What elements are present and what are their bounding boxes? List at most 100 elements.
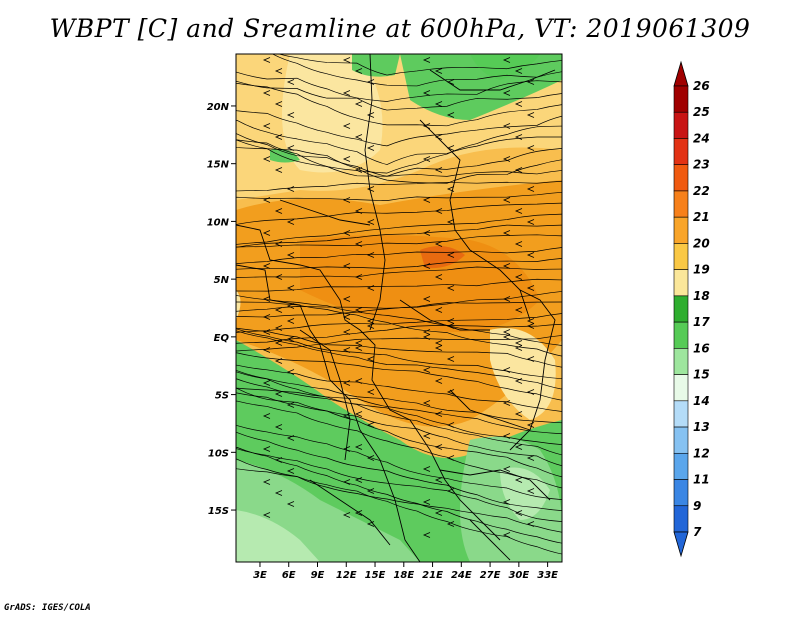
- streamline: [236, 392, 562, 467]
- streamline-arrow: [262, 329, 271, 335]
- streamline: [236, 327, 562, 368]
- streamline-arrow: [366, 521, 375, 527]
- streamline-arrow: [286, 79, 295, 85]
- streamline-arrow: [446, 521, 455, 527]
- streamline-arrow: [354, 411, 363, 417]
- streamline-arrow: [354, 68, 363, 74]
- streamline-arrow: [422, 329, 431, 335]
- streamline-arrow: [526, 112, 535, 118]
- colorbar-label: 13: [693, 420, 710, 434]
- streamline-arrow: [274, 325, 283, 331]
- streamline-arrow: [434, 241, 443, 247]
- colorbar-swatch: [673, 374, 689, 402]
- lon-tick-label: 6E: [282, 570, 296, 581]
- streamline-arrow: [366, 422, 375, 428]
- streamline-arrow: [274, 274, 283, 280]
- streamline-arrow: [526, 455, 535, 461]
- colorbar-label: 24: [693, 131, 710, 145]
- streamline-arrow: [286, 285, 295, 291]
- streamline: [236, 448, 562, 522]
- lon-tick-label: 18E: [393, 570, 414, 581]
- colorbar-swatch: [673, 321, 689, 349]
- streamline: [236, 291, 562, 312]
- streamline: [236, 224, 562, 248]
- streamline-arrow: [446, 323, 455, 329]
- streamline-arrow: [286, 318, 295, 324]
- streamline-arrow: [262, 380, 271, 386]
- streamline: [271, 54, 562, 87]
- streamline-arrow: [262, 413, 271, 419]
- streamline-arrow: [526, 318, 535, 324]
- colorbar-max-arrow: [673, 60, 689, 87]
- colorbar-label: 11: [693, 473, 710, 487]
- streamline-arrow: [342, 347, 351, 353]
- streamline-arrow: [446, 285, 455, 291]
- streamline-arrow: [342, 296, 351, 302]
- streamline-arrow: [514, 241, 523, 247]
- streamline: [236, 71, 562, 102]
- streamline-arrow: [514, 208, 523, 214]
- streamline-arrow: [262, 197, 271, 203]
- lat-tick-label: 10N: [207, 217, 230, 228]
- streamline-arrow: [286, 369, 295, 375]
- streamline-arrow: [262, 479, 271, 485]
- streamline-arrow: [434, 510, 443, 516]
- streamline: [236, 446, 562, 544]
- streamline-arrow: [502, 466, 511, 472]
- streamline-arrow: [502, 230, 511, 236]
- streamline-arrow: [286, 468, 295, 474]
- streamline-arrow: [354, 345, 363, 351]
- streamline-arrow: [274, 241, 283, 247]
- streamline-arrow: [366, 112, 375, 118]
- streamline: [236, 425, 562, 500]
- streamline-arrow: [262, 57, 271, 63]
- streamline: [236, 387, 562, 435]
- streamline: [236, 330, 562, 390]
- streamline-arrow: [262, 512, 271, 518]
- streamline-arrow: [502, 329, 511, 335]
- streamline-arrow: [354, 241, 363, 247]
- streamline-arrow: [366, 186, 375, 192]
- streamline-arrow: [502, 123, 511, 129]
- streamline-arrow: [342, 329, 351, 335]
- streamline-arrow: [342, 512, 351, 518]
- streamline-arrow: [514, 510, 523, 516]
- streamline-arrow: [526, 488, 535, 494]
- streamline-arrow: [354, 208, 363, 214]
- streamline-arrow: [434, 68, 443, 74]
- streamline-arrow: [526, 252, 535, 258]
- streamline: [236, 258, 562, 270]
- streamline-arrow: [446, 186, 455, 192]
- streamline-arrow: [446, 112, 455, 118]
- streamline-arrow: [514, 477, 523, 483]
- streamline-arrow: [446, 422, 455, 428]
- streamline-arrow: [342, 413, 351, 419]
- streamline-arrow: [514, 345, 523, 351]
- colorbar-label: 25: [693, 105, 710, 119]
- streamline-arrow: [342, 380, 351, 386]
- streamline-arrow: [366, 219, 375, 225]
- streamline-arrow: [422, 263, 431, 269]
- streamline: [236, 432, 562, 511]
- streamline-arrow: [422, 230, 431, 236]
- streamline-arrow: [502, 433, 511, 439]
- streamline-arrow: [434, 101, 443, 107]
- streamline-arrow: [446, 145, 455, 151]
- streamline-arrow: [502, 334, 511, 340]
- lon-tick-label: 12E: [336, 570, 357, 581]
- streamline-arrow: [274, 307, 283, 313]
- streamline-arrow: [434, 340, 443, 346]
- streamline-arrow: [422, 532, 431, 538]
- streamline-arrow: [354, 307, 363, 313]
- streamline: [236, 301, 562, 318]
- streamline-arrow: [274, 208, 283, 214]
- longitude-axis: 3E 6E 9E 12E 15E 18E 21E 24E 27E 30E 33E: [253, 562, 558, 581]
- streamline-arrow: [274, 101, 283, 107]
- colorbar-swatch: [673, 452, 689, 480]
- streamline-arrow: [422, 123, 431, 129]
- streamline: [236, 323, 562, 344]
- colorbar-label: 16: [693, 341, 710, 355]
- latitude-axis: 20N 15N 10N 5N EQ 5S 10S 15S: [207, 102, 236, 517]
- colorbar-label: 22: [693, 184, 710, 198]
- streamline-arrow: [526, 422, 535, 428]
